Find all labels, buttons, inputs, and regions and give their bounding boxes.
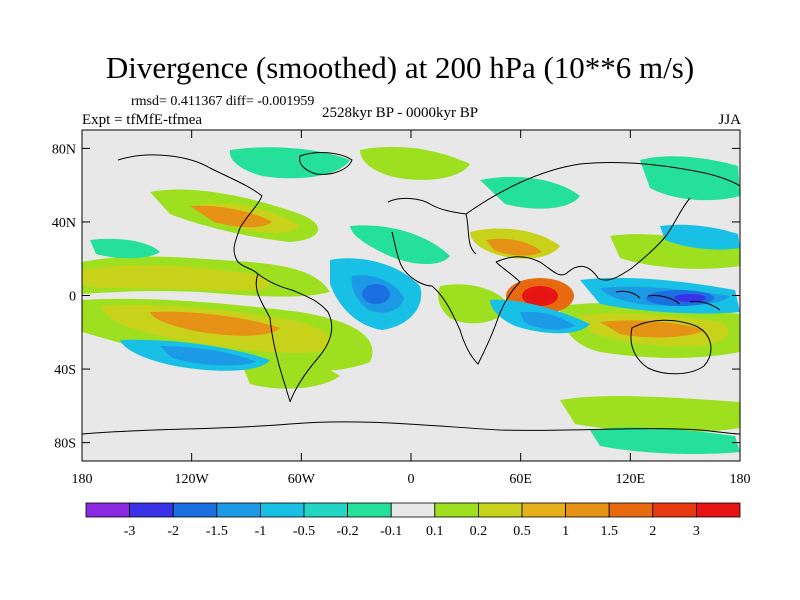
map-panel <box>81 129 741 462</box>
colorbar-swatch <box>696 502 741 518</box>
anomaly-region <box>190 205 272 228</box>
anomaly-region <box>560 396 740 433</box>
colorbar-label: -3 <box>124 524 136 539</box>
coastline-asia-south <box>495 197 691 281</box>
lat-tick-label: 40S <box>54 363 76 378</box>
anomaly-region <box>438 284 510 324</box>
lon-tick-label: 180 <box>72 472 93 487</box>
colorbar-swatch <box>477 502 523 518</box>
anomaly-region <box>82 265 271 291</box>
coastline-maritime-continent <box>615 290 721 311</box>
colorbar-swatch <box>172 502 218 518</box>
colorbar-label: 1.5 <box>600 524 618 539</box>
lat-tick-label: 80S <box>54 437 76 452</box>
colorbar-label: 2 <box>649 524 656 539</box>
colorbar-label: -0.2 <box>337 524 359 539</box>
lon-tick-label: 0 <box>408 472 415 487</box>
statistics-line: rmsd= 0.411367 diff= -0.001959 <box>131 94 315 109</box>
coastline-europe <box>387 197 477 255</box>
faint-negative-regions <box>90 147 740 454</box>
lat-tick-label: 40N <box>52 216 76 231</box>
lon-tick-label: 60W <box>288 472 316 487</box>
colorbar: -3 -2 -1.5 -1 -0.5 -0.2 -0.1 0.1 0.2 0.5 1 1.5 2 3 <box>85 502 741 539</box>
anomaly-region <box>674 294 706 302</box>
anomaly-region <box>480 176 580 209</box>
coastline-africa <box>391 231 521 365</box>
colorbar-swatch <box>434 502 479 518</box>
anomaly-region <box>240 358 340 389</box>
lon-tick-label: 180 <box>730 472 751 487</box>
experiment-label: Expt = tfMfE-tfmea <box>82 112 203 128</box>
anomaly-field <box>82 146 740 454</box>
anomaly-region <box>90 238 160 259</box>
colorbar-label: -2 <box>167 524 179 539</box>
colorbar-swatch <box>347 502 392 518</box>
season-label: JJA <box>718 112 741 128</box>
lon-tick-label: 120W <box>175 472 210 487</box>
anomaly-region <box>229 147 350 179</box>
colorbar-label: -1 <box>255 524 267 539</box>
lon-tick-label: 60E <box>509 472 532 487</box>
anomaly-region <box>160 346 256 366</box>
anomaly-region <box>520 311 575 330</box>
coastline-greenland <box>299 152 353 175</box>
lat-tick-label: 80N <box>52 142 76 157</box>
map-title: Divergence (smoothed) at 200 hPa (10**6 … <box>105 50 695 85</box>
colorbar-swatch <box>608 502 654 518</box>
anomaly-region <box>640 156 740 201</box>
anomaly-region <box>362 284 390 304</box>
strong-negative-cores <box>674 294 706 302</box>
coastline-antarctica <box>82 421 740 435</box>
colorbar-swatch <box>565 502 610 518</box>
colorbar-label: 0.2 <box>470 524 488 539</box>
colorbar-label: -1.5 <box>206 524 228 539</box>
coastlines <box>82 152 740 435</box>
colorbar-label: -0.1 <box>380 524 402 539</box>
colorbar-swatch <box>652 502 697 518</box>
colorbar-label: 3 <box>693 524 700 539</box>
anomaly-region <box>150 311 280 336</box>
coastline-asia-north <box>465 161 740 215</box>
latitude-axis: 80N 40N 0 40S 80S <box>52 142 740 452</box>
coastline-south-america-west <box>255 273 291 403</box>
anomaly-region <box>600 320 705 338</box>
lon-tick-label: 120E <box>616 472 646 487</box>
lat-tick-label: 0 <box>69 290 76 305</box>
colorbar-swatch <box>303 502 348 518</box>
anomaly-region <box>486 238 542 256</box>
anomaly-region <box>590 427 740 454</box>
period-label: 2528kyr BP - 0000kyr BP <box>321 105 479 121</box>
colorbar-label: 0.1 <box>426 524 444 539</box>
coastline-south-america <box>257 273 333 403</box>
anomaly-region <box>522 286 558 306</box>
longitude-axis: 180 120W 60W 0 60E 120E 180 <box>72 130 751 487</box>
colorbar-swatch <box>85 502 130 518</box>
anomaly-region <box>660 224 740 250</box>
colorbar-swatch <box>259 502 305 518</box>
colorbar-swatch <box>521 502 566 518</box>
colorbar-swatch <box>129 502 174 518</box>
colorbar-swatch <box>216 502 261 518</box>
anomaly-region <box>360 146 470 180</box>
anomaly-region <box>350 225 450 265</box>
colorbar-label: 0.5 <box>513 524 531 539</box>
colorbar-label: 1 <box>562 524 569 539</box>
colorbar-swatch <box>390 502 436 518</box>
coastline-australia <box>630 319 712 375</box>
coastline-north-america <box>117 154 263 275</box>
colorbar-label: -0.5 <box>293 524 315 539</box>
